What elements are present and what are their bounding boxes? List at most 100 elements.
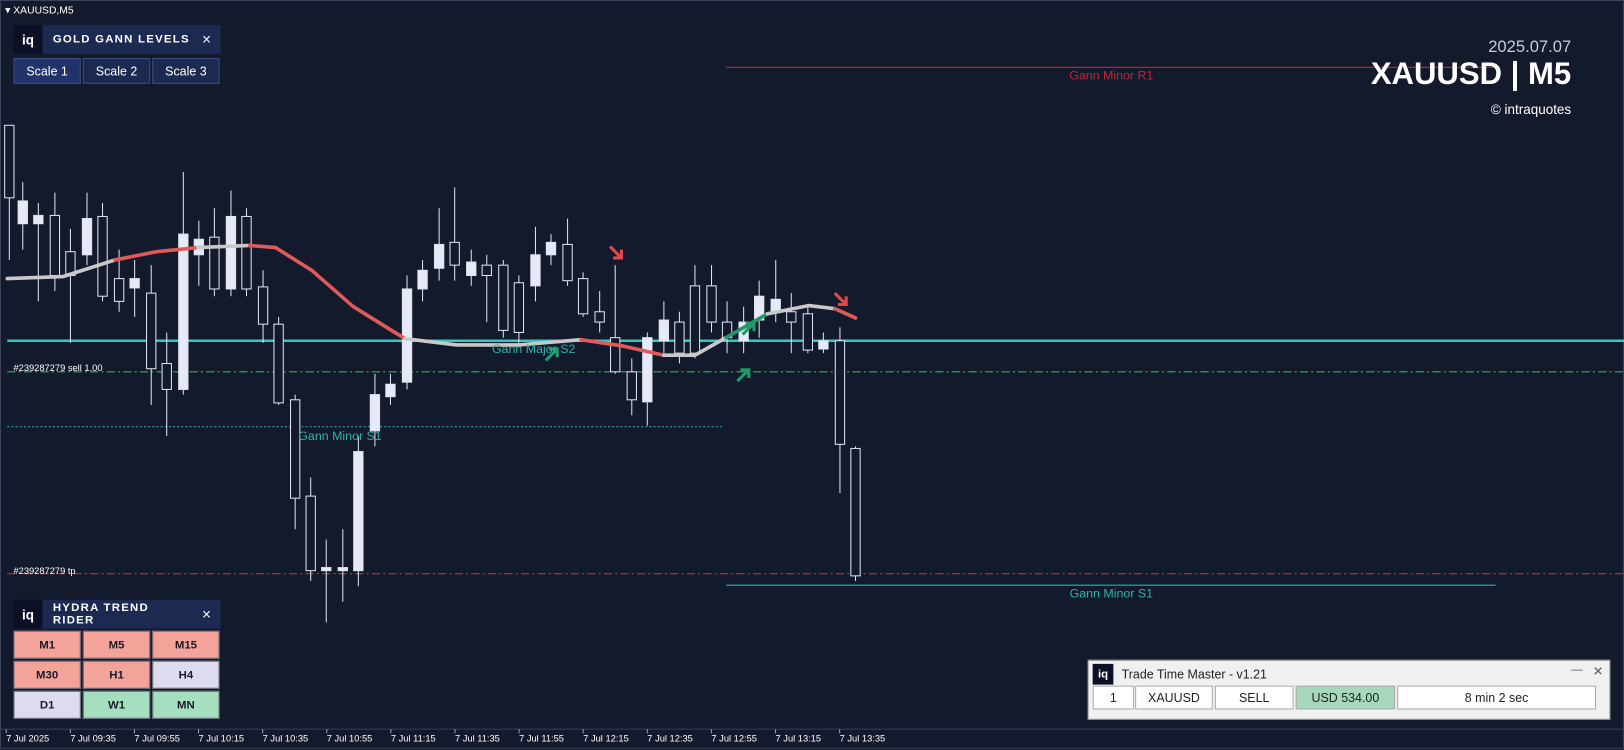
time-label: 7 Jul 10:55 [327,734,373,744]
candle-body [674,321,685,354]
candle-body [449,241,460,266]
trend-line [724,312,770,340]
trend-cell: H4 [152,660,220,689]
candle-body [577,278,589,315]
minimize-button[interactable]: — [1571,663,1583,677]
candle-body [850,447,861,577]
symbol-label: XAUUSD,M5 [13,5,74,17]
candle-body [241,215,252,290]
candle-body [97,215,108,297]
time-label: 7 Jul 09:55 [134,734,180,744]
trend-line [5,258,117,281]
time-label: 7 Jul 2025 [6,734,49,744]
candle-body [530,254,541,287]
level-label: Gann Minor S1 [1070,587,1154,601]
candle-body [273,323,284,404]
candle-body [81,218,93,256]
time-field: 8 min 2 sec [1397,685,1597,710]
symbol-title: XAUUSD | M5 [1370,56,1572,92]
candle-body [706,285,717,323]
candle-body [433,243,445,269]
trend-line [765,303,837,316]
candle-body [594,311,605,323]
candle-body [369,394,381,432]
trend-cell: W1 [82,690,151,719]
time-label: 7 Jul 10:15 [199,734,245,744]
time-label: 7 Jul 11:15 [391,734,436,744]
close-button[interactable]: ✕ [1592,663,1604,679]
candle-body [4,124,15,199]
panel-title: Trade Time Master - v1.21 [1121,666,1267,682]
trend-line [196,243,252,250]
candle-body [146,292,157,370]
direction-field: SELL [1214,685,1294,710]
candle-body [498,264,509,331]
scale-button[interactable]: Scale 2 [82,57,151,84]
lot-field: 1 [1092,685,1135,710]
candle-body [337,567,348,572]
candle-body [417,269,428,290]
logo: iq [1092,663,1114,685]
candle-body [353,451,364,572]
candle-body [481,264,492,277]
symbol-field: XAUUSD [1135,685,1213,710]
panel-title: HYDRA TREND RIDER [52,601,149,627]
candle-body [113,278,125,302]
scale-button[interactable]: Scale 1 [13,57,81,84]
candle-body [289,399,301,499]
trend-line [113,245,200,262]
candle-body [562,243,573,282]
candle-body [818,340,829,350]
time-label: 7 Jul 11:55 [519,734,564,744]
trend-cell: M30 [13,660,81,689]
candle-body [49,214,61,277]
close-button[interactable]: × [201,605,213,623]
candle-body [305,495,316,572]
candle-body [834,340,846,445]
copyright: © intraquotes [1490,101,1572,118]
scale-button[interactable]: Scale 3 [152,57,220,84]
profit-field: USD 534.00 [1295,685,1396,710]
time-label: 7 Jul 12:55 [711,734,757,744]
time-label: 7 Jul 13:35 [840,734,886,744]
candle-body [802,313,814,351]
trend-cell: M15 [152,630,220,659]
sell-arrow [608,245,623,260]
candle-body [513,282,525,333]
trend-panel-header: iq HYDRA TREND RIDER × [13,599,221,629]
trend-cell: MN [152,690,220,719]
time-label: 7 Jul 13:15 [776,734,822,744]
gann-panel-header: iq GOLD GANN LEVELS × [13,24,221,54]
level-label: #239287279 tp [13,566,75,576]
buy-arrow [544,347,559,362]
candle-body [33,214,44,225]
candle-body [178,233,189,390]
trend-cell: M1 [13,630,81,659]
time-label: 7 Jul 12:35 [647,734,693,744]
close-button[interactable]: × [201,30,213,49]
candle-body [466,261,477,277]
candle-body [689,285,701,354]
level-label: Gann Minor R1 [1069,69,1153,83]
candle-body [209,236,220,290]
sell-arrow [833,292,848,307]
candle-body [610,337,621,373]
candle-body [321,567,332,572]
trend-cell: D1 [13,690,81,719]
candle-body [225,215,237,290]
candle-body [658,319,670,342]
date: 2025.07.07 [1488,38,1572,56]
logo: iq [13,599,43,629]
time-label: 7 Jul 09:35 [70,734,116,744]
window-title: ▾ XAUUSD,M5 [5,5,74,17]
candle-body [129,278,140,289]
trend-line [403,336,583,347]
candle-body [401,288,413,383]
trend-cell: H1 [82,660,151,689]
trade-time-master: iq Trade Time Master - v1.21 — ✕ 1 XAUUS… [1087,659,1611,720]
level-label: Gann Major S2 [492,342,576,356]
trend-line [579,337,666,358]
